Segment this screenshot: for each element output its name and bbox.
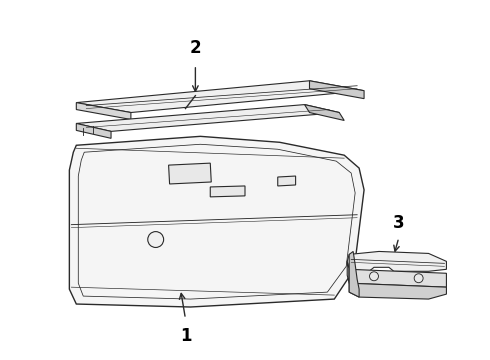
Polygon shape [347, 251, 446, 271]
Circle shape [414, 274, 423, 283]
Text: 3: 3 [393, 213, 405, 231]
Circle shape [148, 231, 164, 247]
Polygon shape [310, 81, 364, 99]
Polygon shape [76, 105, 339, 131]
Polygon shape [349, 283, 446, 299]
Polygon shape [169, 163, 211, 184]
Polygon shape [76, 81, 364, 113]
Polygon shape [76, 123, 111, 138]
Polygon shape [210, 186, 245, 197]
Polygon shape [278, 176, 295, 186]
Polygon shape [347, 261, 349, 283]
Polygon shape [305, 105, 344, 121]
Polygon shape [70, 136, 364, 307]
Polygon shape [349, 269, 446, 287]
Polygon shape [349, 251, 359, 297]
Circle shape [369, 272, 378, 281]
Polygon shape [76, 103, 131, 120]
Text: 2: 2 [190, 39, 201, 57]
Text: 1: 1 [180, 327, 191, 345]
